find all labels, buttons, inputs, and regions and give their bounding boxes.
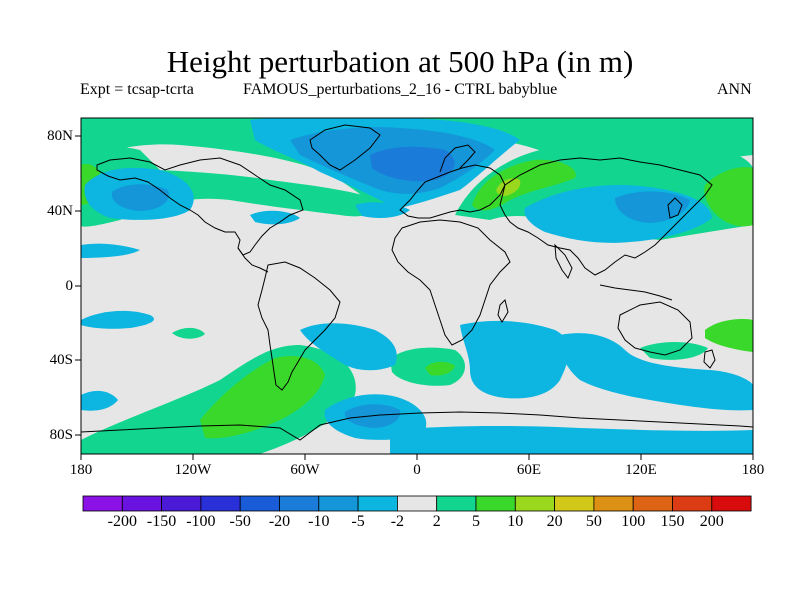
negative-anomaly-central-asia (553, 200, 585, 217)
colorbar-swatch (318, 495, 359, 512)
colorbar-swatch (82, 495, 123, 512)
colorbar-label: 200 (699, 513, 724, 530)
lon-label-180w: 180 (69, 462, 93, 478)
madagascar-coast (497, 299, 509, 323)
africa-coast (391, 219, 511, 346)
lon-label-180e: 180 (741, 462, 765, 478)
positive-anomaly-southwest-pacific (640, 342, 708, 360)
colorbar-label: -150 (146, 513, 177, 530)
indonesia-coast (599, 284, 673, 301)
australia-coast (617, 301, 693, 356)
negative-anomaly-tropical-east-pacific (81, 310, 154, 329)
negative-anomaly-north-atlantic-east (355, 202, 410, 218)
negative-anomaly-australia-south (559, 333, 753, 411)
negative-anomaly-north-pacific-core (111, 184, 169, 211)
negative-anomaly-south-pacific-east (81, 390, 118, 411)
experiment-label: Expt = tcsap-tcrta (80, 81, 194, 98)
colorbar-swatch (436, 495, 477, 512)
colorbar-label: 50 (585, 513, 602, 530)
colorbar-swatch (672, 495, 713, 512)
lat-label-40s: 40S (49, 352, 73, 368)
colorbar (82, 495, 752, 512)
colorbar-swatch (279, 495, 320, 512)
negative-anomaly-southern-ocean-band (300, 323, 397, 371)
positive-anomaly-southeast-pacific (705, 319, 753, 352)
colorbar-label: -5 (351, 513, 365, 530)
asia-coast (499, 157, 713, 276)
colorbar-swatch (161, 495, 202, 512)
antarctica-coast (81, 411, 753, 441)
colorbar-label: 5 (472, 513, 480, 530)
colorbar-swatch (711, 495, 752, 512)
colorbar-label: 100 (621, 513, 646, 530)
colorbar-label: -50 (229, 513, 251, 530)
north-america-coast (96, 157, 304, 256)
colorbar-label: 10 (507, 513, 524, 530)
contour-field (81, 118, 753, 454)
japan-coast (667, 197, 683, 219)
lon-label-60w: 60W (290, 462, 320, 478)
colorbar-swatch (632, 495, 673, 512)
lon-label-120e: 120E (625, 462, 657, 478)
lat-label-80s: 80S (49, 427, 73, 443)
negative-anomaly-south-indian (460, 320, 569, 399)
colorbar-swatch (475, 495, 516, 512)
colorbar-swatch (200, 495, 241, 512)
positive-anomaly-peak-center (496, 178, 521, 196)
positive-anomaly-eurasia-core (472, 159, 576, 211)
colorbar-label: -100 (186, 513, 216, 530)
colorbar-label: -200 (107, 513, 137, 530)
new-zealand-coast (703, 349, 716, 369)
lat-label-0: 0 (65, 278, 74, 294)
colorbar-swatch (121, 495, 163, 512)
negative-anomaly-iceland-core (370, 146, 455, 182)
colorbar-swatch (239, 495, 280, 512)
colorbar-label: -20 (268, 513, 291, 530)
colorbar-label: -10 (308, 513, 330, 530)
colorbar-label: 20 (546, 513, 563, 530)
colorbar-swatch (396, 495, 438, 512)
europe-coast (399, 164, 506, 219)
colorbar-label: 2 (432, 513, 441, 530)
positive-anomaly-north-pacific-east (704, 167, 753, 227)
positive-anomaly-south-pacific (172, 327, 205, 339)
negative-anomaly-north-america-east (250, 210, 300, 225)
colorbar-label: -2 (390, 513, 405, 530)
positive-anomaly-south-indian-core (425, 361, 455, 376)
lon-label-120w: 120W (174, 462, 212, 478)
scandinavia-coast (439, 144, 476, 173)
colorbar-swatch (593, 495, 634, 512)
negative-anomaly-antarctic-band (390, 425, 753, 454)
colorbar-swatch (554, 495, 595, 512)
south-america-coast (257, 261, 341, 391)
central-america-coast (237, 247, 269, 273)
lat-label-40n: 40N (47, 203, 73, 219)
colorbar-swatch (357, 495, 398, 512)
negative-anomaly-tropical-pacific (81, 243, 140, 258)
lon-label-60e: 60E (516, 462, 542, 478)
greenland-coast (309, 124, 381, 171)
india-coast (554, 243, 573, 280)
positive-anomaly-southern-south-america (200, 355, 325, 439)
positive-anomaly-north-america-atlantic (81, 146, 381, 227)
axis-ticks (75, 135, 754, 460)
lat-label-80n: 80N (47, 128, 73, 144)
map-title: Height perturbation at 500 hPa (in m) (166, 44, 634, 79)
season-label: ANN (717, 81, 752, 98)
negative-anomaly-east-asia-core (615, 191, 690, 223)
lon-label-0: 0 (413, 462, 421, 478)
perturbation-label: FAMOUS_perturbations_2_16 - CTRL babyblu… (243, 81, 558, 98)
coastlines (81, 124, 753, 441)
colorbar-swatch (514, 495, 555, 512)
colorbar-label: 150 (660, 513, 685, 530)
